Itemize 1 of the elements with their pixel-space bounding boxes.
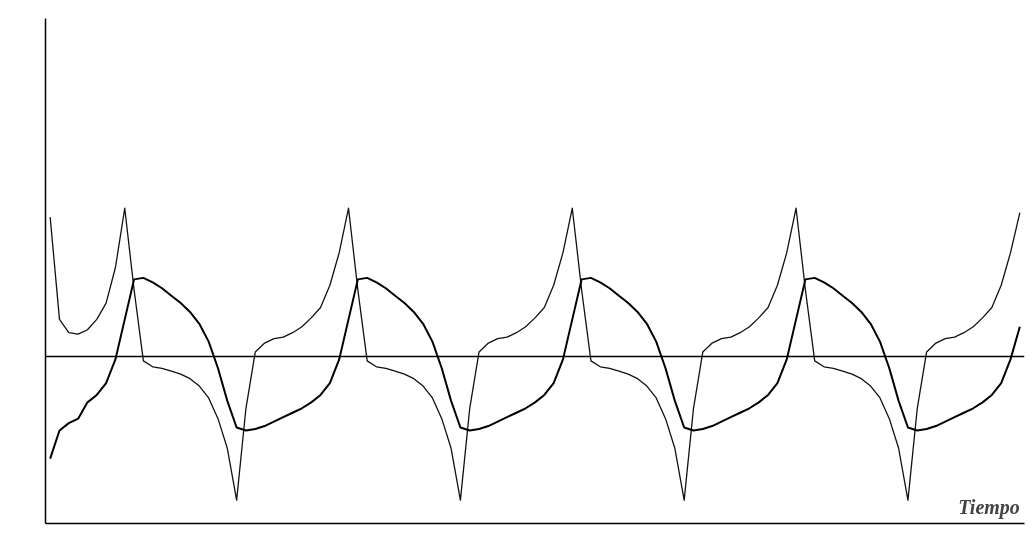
x-axis-title: Tiempo bbox=[958, 495, 1020, 519]
